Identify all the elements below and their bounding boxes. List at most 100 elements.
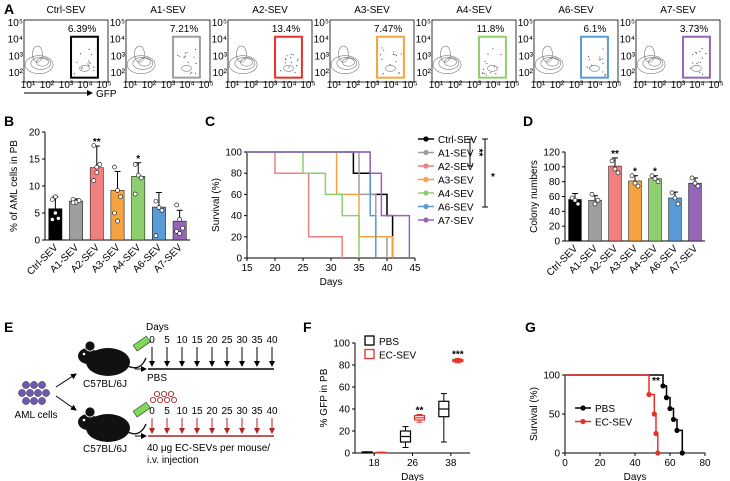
y-tick-label: 100	[543, 371, 560, 382]
event-dot	[392, 53, 394, 55]
data-point	[91, 143, 97, 148]
contour	[24, 55, 54, 74]
x-tick-label: 10⁴	[179, 80, 194, 91]
plot-frame	[329, 19, 415, 83]
y-tick-label: 20	[29, 128, 41, 139]
data-point	[50, 217, 55, 222]
event-dot	[482, 72, 484, 74]
data-point	[609, 158, 615, 164]
x-tick-label: 26	[407, 458, 419, 469]
panel-label: B	[4, 113, 14, 129]
x-tick-label: 10¹	[327, 80, 342, 91]
data-point	[159, 208, 165, 213]
x-tick-label: 10¹	[633, 80, 648, 91]
y-tick-label: 5	[34, 209, 40, 220]
event-dot	[393, 51, 395, 53]
event-dot	[286, 55, 288, 57]
marker	[651, 411, 657, 417]
data-point	[675, 201, 681, 207]
y-tick-label: 10³	[519, 51, 534, 62]
data-point	[180, 225, 185, 231]
contour	[283, 65, 294, 72]
event-dot	[195, 62, 197, 65]
y-tick-label: 100	[333, 339, 350, 350]
treatment-label: 40 μg EC-SEVs per mouse/	[147, 443, 270, 454]
x-tick-label: 20	[594, 458, 606, 469]
y-tick-label: 10³	[213, 51, 228, 62]
survival-curve	[247, 151, 343, 258]
legend-marker	[423, 176, 429, 183]
ev-dot	[149, 396, 157, 404]
legend-marker	[423, 136, 429, 142]
day-tick: 15	[191, 406, 203, 417]
data-point	[595, 197, 601, 203]
mouse-tail	[127, 423, 147, 435]
event-dot	[699, 71, 701, 73]
data-point	[672, 195, 678, 201]
event-dot	[487, 53, 489, 55]
event-dot	[382, 73, 384, 75]
event-dot	[290, 57, 292, 59]
x-tick-label: 10³	[161, 80, 176, 91]
plot-frame	[533, 19, 619, 83]
ev-dot	[156, 396, 164, 404]
data-point	[56, 216, 61, 221]
aml-cell	[22, 381, 30, 389]
significance: **	[93, 137, 101, 148]
x-tick-label: 10⁴	[587, 80, 602, 91]
x-tick-label: 10⁴	[689, 80, 704, 91]
mouse-ear	[84, 340, 96, 352]
x-tick-label: 10²	[448, 80, 463, 91]
x-tick-label: 10³	[59, 80, 74, 91]
data-point	[589, 191, 595, 197]
y-tick-label: 10	[29, 182, 41, 193]
y-axis-label: % of AML cells in PB	[9, 140, 20, 232]
contour	[338, 45, 349, 63]
y-tick-label: 10³	[315, 51, 330, 62]
x-tick-label: 10³	[263, 80, 278, 91]
data-point	[695, 183, 701, 189]
y-tick-label: 40	[339, 405, 351, 416]
x-tick-label: 20	[269, 263, 281, 274]
event-dot	[284, 62, 286, 64]
event-dot	[87, 63, 89, 65]
day-tick: 25	[221, 335, 233, 346]
data-point	[94, 164, 100, 170]
aml-cell	[42, 389, 50, 397]
data-point	[153, 233, 159, 238]
event-dot	[280, 70, 282, 72]
y-tick-label: 60	[231, 190, 243, 201]
event-dot	[93, 66, 95, 68]
event-dot	[189, 73, 191, 75]
mouse-tail	[127, 357, 147, 369]
x-tick-label: 30	[325, 263, 337, 274]
treatment-label: i.v. injection	[147, 455, 199, 466]
aml-cell	[30, 397, 38, 405]
y-tick-label: 10⁴	[620, 35, 635, 46]
ev-dot	[163, 396, 171, 404]
data-point	[76, 198, 82, 203]
y-tick-label: 10⁵	[212, 18, 227, 29]
data-point	[112, 164, 117, 170]
day-tick: 30	[236, 335, 248, 346]
x-tick-label: 10⁵	[708, 80, 723, 91]
legend-label: PBS	[595, 404, 615, 415]
x-tick-label: 10¹	[225, 80, 240, 91]
data-point	[592, 201, 598, 207]
day-tick: 10	[176, 335, 188, 346]
data-point	[655, 179, 661, 184]
marker	[679, 450, 685, 456]
day-tick: 0	[149, 406, 155, 417]
event-dot	[482, 68, 485, 70]
event-dot	[187, 61, 189, 63]
x-tick-label: 10²	[550, 80, 565, 91]
legend-label: A1-SEV	[438, 149, 474, 160]
y-tick-label: 10⁵	[110, 18, 125, 29]
significance: **	[416, 406, 424, 417]
event-dot	[80, 68, 82, 70]
mouse-ear	[84, 406, 96, 418]
contour	[79, 65, 90, 72]
event-dot	[484, 60, 486, 63]
contour	[642, 57, 664, 70]
